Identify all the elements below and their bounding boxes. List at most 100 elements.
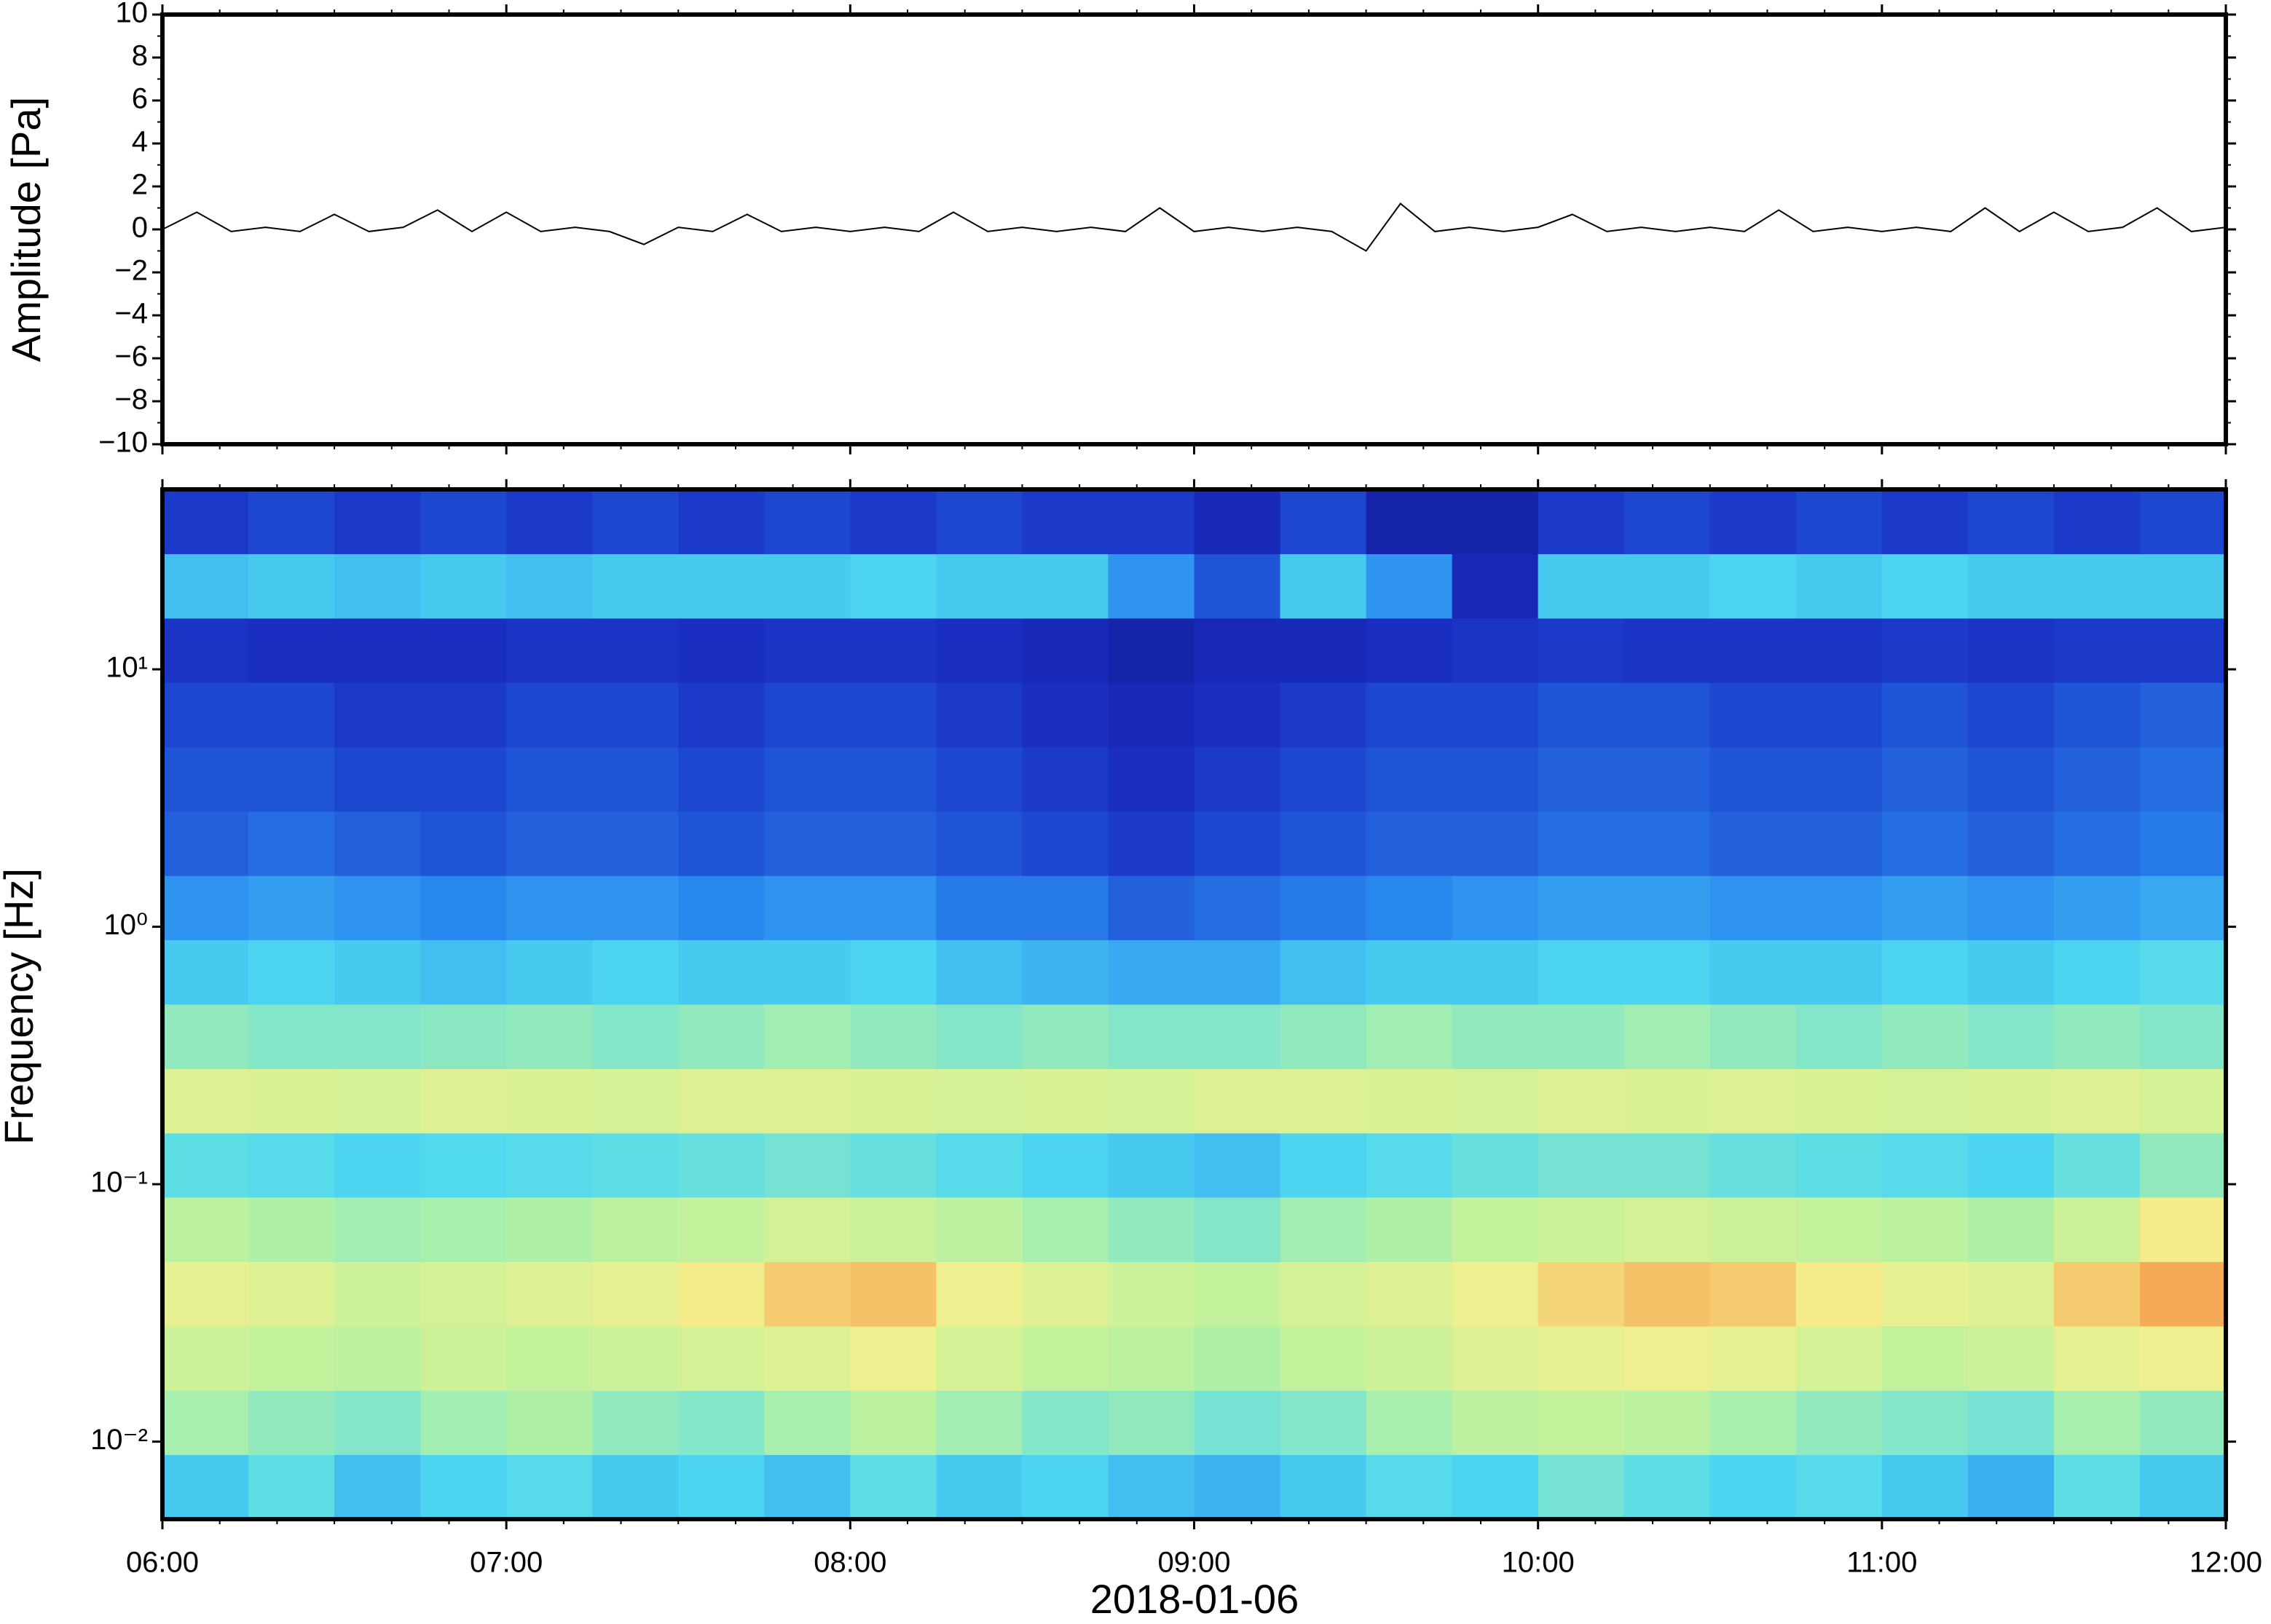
spectrogram-cell (1881, 489, 1969, 554)
spectrogram-cell (1280, 1004, 1367, 1069)
spectrogram-cell (1967, 1454, 2055, 1520)
spectrogram-cell (162, 553, 249, 619)
spectrogram-cell (420, 939, 507, 1005)
spectrogram-cell (1108, 1197, 1194, 1262)
spectrogram-cell (1194, 875, 1281, 940)
spectrogram-cell (1022, 1325, 1109, 1391)
spectrogram-cell (1108, 1004, 1194, 1069)
spectrogram-cell (1881, 1261, 1969, 1327)
spectrogram-cell (1623, 1261, 1711, 1327)
spectrogram-cell (592, 1390, 679, 1455)
spectrogram-cell (1022, 682, 1109, 747)
spectrogram-cell (334, 1454, 421, 1520)
spectrogram-cell (1795, 875, 1883, 940)
spectrogram-cell (1623, 1325, 1711, 1391)
spectrogram-cell (1452, 1068, 1539, 1134)
spectrogram-cell (1881, 746, 1969, 812)
spectrogram-cell (1366, 1390, 1453, 1455)
spectrogram-cell (678, 1068, 765, 1134)
spectrogram-cell (1709, 811, 1797, 876)
spectrogram-cell (420, 1004, 507, 1069)
spectrogram-cell (1108, 682, 1194, 747)
spectrogram-cell (1795, 939, 1883, 1005)
spectrogram-cell (1623, 1197, 1711, 1262)
spectrogram-cell (162, 1454, 249, 1520)
spectrogram-cell (2053, 1004, 2141, 1069)
spectrogram-cell (936, 1325, 1023, 1391)
spectrogram-cell (1452, 618, 1539, 683)
spectrogram-cell (1967, 811, 2055, 876)
spectrogram-cell (2139, 1261, 2227, 1327)
spectrogram-cell (1881, 618, 1969, 683)
spectrogram-cell (1795, 1390, 1883, 1455)
spectrogram-cell (1538, 1261, 1625, 1327)
y-axis-label: Amplitude [Pa] (3, 97, 49, 362)
spectrogram-cell (1194, 1390, 1281, 1455)
spectrogram-cell (1538, 1454, 1625, 1520)
spectrogram-cell (592, 1068, 679, 1134)
spectrogram-cell (678, 1132, 765, 1198)
spectrogram-cell (1709, 1068, 1797, 1134)
spectrogram-cell (678, 553, 765, 619)
spectrogram-cell (162, 1197, 249, 1262)
waveform-line (162, 202, 2227, 252)
spectrogram-cell (506, 553, 593, 619)
spectrogram-cell (506, 682, 593, 747)
spectrogram-cell (1709, 939, 1797, 1005)
spectrogram-cell (506, 939, 593, 1005)
spectrogram-cell (1881, 1454, 1969, 1520)
spectrogram-cell (1194, 553, 1281, 619)
spectrogram-cell (1108, 1454, 1194, 1520)
spectrogram-cell (1538, 746, 1625, 812)
spectrogram-cell (1280, 1454, 1367, 1520)
spectrogram-cell (1881, 1325, 1969, 1391)
spectrogram-cell (420, 1390, 507, 1455)
y-axis-label: Frequency [Hz] (0, 868, 42, 1145)
spectrogram-cell (1366, 1454, 1453, 1520)
spectrogram-cell (1366, 618, 1453, 683)
spectrogram-cell (1538, 489, 1625, 554)
spectrogram-cell (1108, 618, 1194, 683)
spectrogram-cell (1967, 1390, 2055, 1455)
spectrogram-cell (850, 1197, 937, 1262)
spectrogram-cell (1795, 682, 1883, 747)
spectrogram-cell (678, 939, 765, 1005)
spectrogram-cell (248, 1454, 335, 1520)
spectrogram-cell (1623, 811, 1711, 876)
spectrogram-cell (678, 1004, 765, 1069)
spectrogram-cell (1108, 811, 1194, 876)
spectrogram-cell (1538, 1068, 1625, 1134)
spectrogram-cell (2139, 1454, 2227, 1520)
spectrogram-cell (1022, 618, 1109, 683)
spectrogram-cell (1366, 682, 1453, 747)
spectrogram-cell (334, 1132, 421, 1198)
spectrogram-cell (592, 682, 679, 747)
spectrogram-cell (1108, 1390, 1194, 1455)
spectrogram-cell (678, 811, 765, 876)
spectrogram-cell (764, 811, 851, 876)
y-tick-label: 10⁰ (103, 909, 148, 941)
spectrogram-cell (850, 489, 937, 554)
spectrogram-cell (1967, 682, 2055, 747)
spectrogram-cell (850, 1004, 937, 1069)
spectrogram-cell (1538, 1390, 1625, 1455)
spectrogram-cell (1623, 489, 1711, 554)
spectrogram-cell (1366, 875, 1453, 940)
spectrogram-cell (1795, 1197, 1883, 1262)
spectrogram-cell (248, 1132, 335, 1198)
spectrogram-cell (506, 811, 593, 876)
spectrogram-cell (2139, 746, 2227, 812)
spectrogram-cell (1366, 553, 1453, 619)
spectrogram-cell (850, 1325, 937, 1391)
x-axis-label: 2018-01-06 (1090, 1576, 1299, 1622)
spectrogram-cell (1967, 1261, 2055, 1327)
spectrogram-cell (1022, 1454, 1109, 1520)
spectrogram-cell (1280, 1068, 1367, 1134)
spectrogram-cell (1795, 489, 1883, 554)
spectrogram-cell (1881, 875, 1969, 940)
spectrogram-cell (936, 618, 1023, 683)
spectrogram-cell (1709, 1197, 1797, 1262)
spectrogram-cell (1280, 489, 1367, 554)
spectrogram-cell (248, 553, 335, 619)
